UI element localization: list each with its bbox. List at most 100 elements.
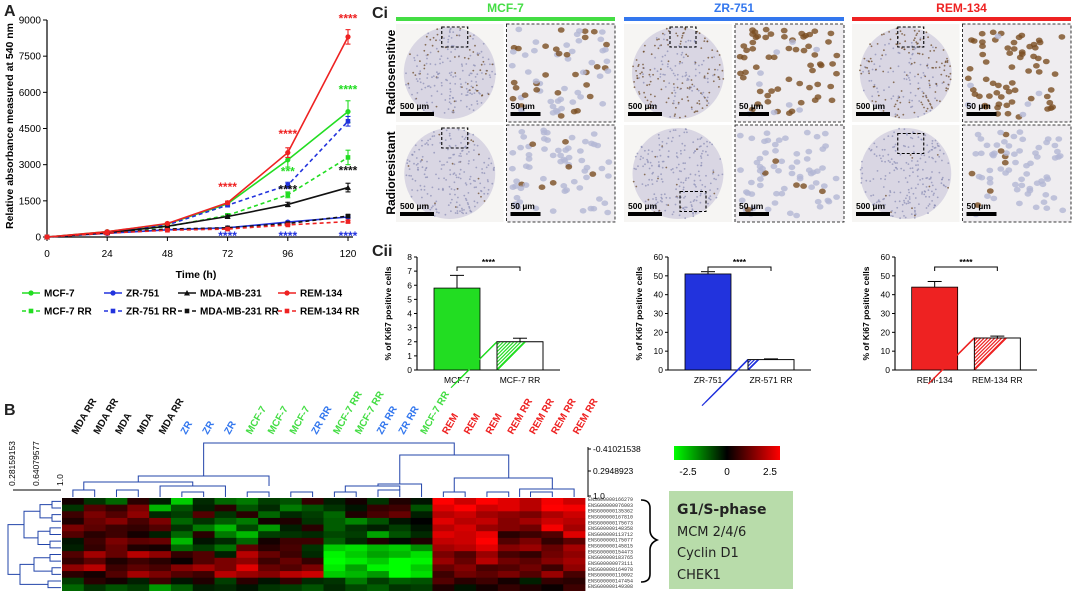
cell-dot [672,100,675,102]
cell-dot [947,88,949,90]
cell-dot [920,153,923,156]
cell-dot [704,77,707,79]
nucleus [809,67,816,74]
cell-dot [903,77,906,80]
heatmap-cell [62,531,85,539]
cell-dot [721,69,724,72]
nucleus [1043,93,1051,100]
cell-dot [463,146,466,149]
cell-dot [924,134,927,137]
cell-dot [867,60,870,63]
cell-dot [642,63,644,66]
cell-dot [474,76,477,78]
cell-dot [901,210,904,213]
cell-dot [451,44,453,47]
cell-dot [904,177,907,179]
heatmap-cell [410,511,433,519]
cell-dot [941,178,943,181]
cell-dot [927,205,930,207]
heatmap-cell [541,544,564,552]
cell-dot [408,87,411,89]
cell-dot [947,75,950,78]
cell-dot [699,194,702,197]
cell-dot [652,73,654,76]
nucleus [814,81,822,88]
heatmap-cell [149,531,172,539]
cell-dot [664,54,667,57]
heatmap-cell [454,571,477,579]
heatmap-cell [497,531,521,539]
cell-dot [472,64,475,66]
cell-dot [691,89,693,92]
cell-dot [444,213,447,216]
cell-dot [672,136,674,139]
heatmap-cell [497,498,521,506]
nucleus [517,144,524,151]
heatmap-cell [432,504,455,512]
cell-dot [712,74,714,77]
nucleus [579,208,587,214]
heatmap-cell [170,511,194,519]
nucleus [782,135,789,141]
cell-dot [459,27,462,30]
nucleus [531,47,538,54]
cell-dot [861,160,863,163]
heatmap-cell [323,557,346,565]
heatmap-cell [170,537,194,545]
cell-dot [925,96,928,99]
heatmap-cell [410,531,433,539]
nucleus [773,49,781,55]
cell-dot [414,179,417,182]
heatmap-cell [497,571,521,579]
cell-dot [437,50,440,53]
cell-dot [917,136,920,139]
cell-dot [717,76,720,79]
ihc-overview-image: 500 µm [396,24,504,122]
cell-dot [906,181,909,184]
cell-dot [482,56,484,59]
heatmap-cell [519,584,542,591]
nucleus [748,106,756,113]
heatmap-cell [301,524,324,532]
nucleus [759,165,766,172]
nucleus [579,69,587,76]
bar-hatch [496,341,504,349]
cell-dot [712,171,715,174]
scale-bar [739,212,769,216]
cell-line-title: REM-134 [936,1,987,15]
cell-dot [926,107,929,110]
heatmap-cell [127,544,150,552]
cell-dot [926,64,929,67]
scale-label: 50 µm [739,101,764,111]
heatmap-cell [454,498,477,506]
nucleus [814,94,822,100]
scale-bar [628,112,662,116]
cell-dot [895,33,898,35]
cell-dot [439,58,441,60]
data-point [164,220,170,227]
cell-dot [426,77,429,79]
heatmap-cell [236,557,259,565]
cell-dot [441,61,444,64]
bar-hatch [496,341,511,356]
cell-dot [882,110,885,112]
cell-dot [917,82,920,85]
cell-dot [933,49,935,52]
heatmap-cell [258,498,281,506]
gene-id-label: ENSG00000145815 [588,544,633,550]
cell-dot [693,85,696,88]
heatmap-cell [127,531,150,539]
cell-dot [476,201,479,204]
cell-dot [690,106,693,109]
nucleus [821,130,829,137]
series-line [46,220,349,238]
cell-dot [635,59,638,61]
nucleus [1023,171,1031,177]
cell-dot [478,52,481,55]
nucleus [554,90,562,96]
cell-dot [487,164,490,167]
cell-dot [918,87,921,89]
cell-dot [465,212,468,215]
cell-dot [893,169,896,172]
cell-dot [682,56,685,59]
